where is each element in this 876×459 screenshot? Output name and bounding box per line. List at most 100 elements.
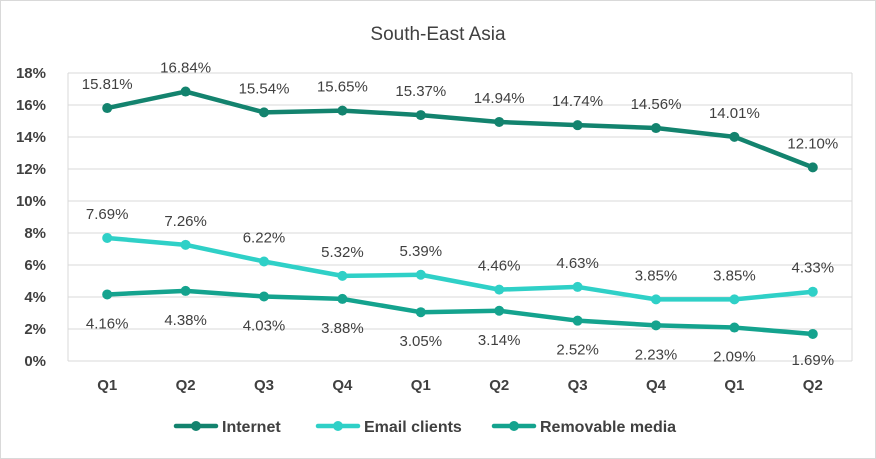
data-label: 2.09%	[713, 349, 756, 366]
y-tick-label: 12%	[16, 161, 46, 178]
data-label: 7.69%	[86, 206, 129, 223]
data-point	[807, 162, 818, 173]
x-tick-label: Q1	[724, 377, 744, 394]
data-label: 1.69%	[792, 352, 835, 369]
data-point	[337, 105, 348, 116]
x-tick-label: Q4	[646, 377, 667, 394]
legend-label: Internet	[222, 419, 281, 436]
data-label: 4.38%	[164, 312, 207, 329]
data-label: 2.52%	[556, 342, 599, 359]
data-label: 3.14%	[478, 332, 521, 349]
data-label: 16.84%	[160, 60, 211, 77]
data-label: 6.22%	[243, 229, 286, 246]
data-label: 15.54%	[239, 80, 290, 97]
data-label: 4.03%	[243, 318, 286, 335]
data-point	[651, 123, 661, 134]
data-point	[180, 239, 191, 250]
data-point	[415, 269, 426, 280]
data-label: 5.39%	[400, 243, 443, 260]
data-point	[259, 107, 269, 118]
x-tick-label: Q3	[254, 377, 274, 394]
x-tick-label: Q2	[803, 377, 823, 394]
data-point	[259, 256, 269, 267]
y-tick-label: 10%	[16, 193, 46, 210]
data-point	[729, 131, 740, 142]
series-line	[104, 288, 816, 337]
data-point	[337, 293, 348, 304]
gridlines	[67, 72, 853, 362]
x-tick-label: Q2	[176, 377, 196, 394]
data-label: 3.88%	[321, 320, 364, 337]
data-label: 4.16%	[86, 315, 129, 332]
x-tick-label: Q1	[411, 377, 431, 394]
series-line	[104, 235, 816, 302]
data-point	[415, 307, 426, 318]
data-point	[729, 294, 740, 305]
legend-item: Email clients	[315, 419, 462, 436]
x-tick-label: Q4	[332, 377, 353, 394]
data-point	[807, 328, 818, 339]
data-point	[494, 116, 505, 127]
data-label: 7.26%	[164, 213, 207, 230]
data-label: 5.32%	[321, 244, 364, 261]
data-point	[572, 120, 583, 131]
data-point	[651, 294, 661, 305]
data-point	[807, 286, 818, 297]
data-label: 2.23%	[635, 346, 678, 363]
data-label: 3.05%	[400, 333, 443, 350]
data-point	[180, 285, 191, 296]
data-point	[729, 322, 740, 333]
data-point	[259, 291, 269, 302]
data-label: 4.33%	[792, 260, 835, 277]
series-line	[104, 89, 816, 170]
x-tick-label: Q2	[489, 377, 509, 394]
data-label: 14.74%	[552, 93, 603, 110]
legend-marker	[191, 421, 201, 431]
x-tick-label: Q1	[97, 377, 117, 394]
series-lines	[102, 86, 818, 339]
legend-item: Removable media	[491, 419, 676, 436]
y-tick-label: 18%	[16, 65, 46, 82]
data-point	[651, 320, 661, 331]
data-label: 3.85%	[635, 267, 678, 284]
data-point	[415, 110, 426, 121]
data-label: 15.65%	[317, 79, 368, 96]
legend-marker	[333, 421, 343, 431]
data-label: 15.81%	[82, 76, 133, 93]
legend-marker	[509, 421, 519, 431]
data-point	[572, 315, 583, 326]
data-point	[180, 86, 191, 97]
data-labels: 15.81% 16.84% 15.54% 15.65% 15.37% 14.94% 14.7…	[82, 60, 838, 369]
data-point	[494, 284, 505, 295]
data-point	[102, 103, 113, 114]
chart-title: South-East Asia	[370, 24, 506, 45]
y-axis-ticks: 0% 2% 4% 6% 8% 10% 12% 14% 16% 18%	[16, 65, 46, 370]
legend: Internet Email clients Removable media	[173, 419, 676, 436]
x-axis-ticks: Q1 Q2 Q3 Q4 Q1 Q2 Q3 Q4 Q1 Q2	[97, 377, 823, 394]
data-label: 12.10%	[787, 135, 838, 152]
data-label: 3.85%	[713, 267, 756, 284]
legend-label: Email clients	[364, 419, 462, 436]
data-label: 4.63%	[556, 255, 599, 272]
data-label: 14.56%	[631, 96, 682, 113]
y-tick-label: 6%	[24, 257, 46, 274]
y-tick-label: 4%	[24, 289, 46, 306]
data-label: 14.01%	[709, 105, 760, 122]
y-tick-label: 16%	[16, 97, 46, 114]
y-tick-label: 8%	[24, 225, 46, 242]
legend-item: Internet	[173, 419, 281, 436]
data-point	[494, 305, 505, 316]
y-tick-label: 14%	[16, 129, 46, 146]
data-label: 15.37%	[395, 83, 446, 100]
x-tick-label: Q3	[568, 377, 588, 394]
y-tick-label: 0%	[24, 353, 46, 370]
data-point	[337, 270, 348, 281]
data-label: 14.94%	[474, 90, 525, 107]
legend-label: Removable media	[540, 419, 676, 436]
data-point	[572, 281, 583, 292]
y-tick-label: 2%	[24, 321, 46, 338]
data-label: 4.46%	[478, 258, 521, 275]
data-point	[102, 232, 113, 243]
